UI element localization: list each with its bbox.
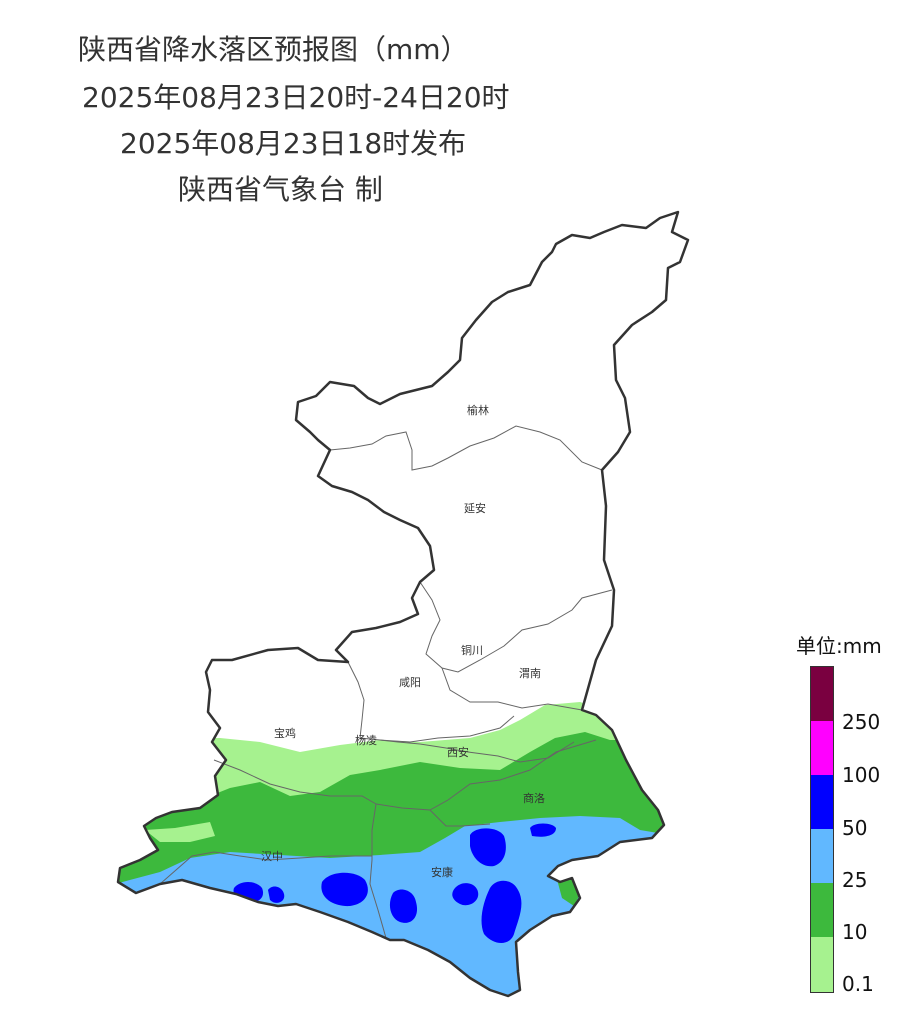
rain-cell-blue-1	[321, 872, 368, 907]
city-label-ankang: 安康	[431, 865, 453, 879]
legend-label-10: 10	[842, 920, 868, 944]
producer: 陕西省气象台 制	[178, 173, 383, 206]
city-label-yangling: 杨凌	[355, 733, 377, 747]
city-label-hanzhong: 汉中	[261, 850, 283, 863]
prefecture-borders	[159, 425, 613, 939]
rain-cell-blue-8	[268, 886, 285, 903]
legend-swatch-50-100	[811, 775, 833, 829]
legend-swatch-0.1-10	[811, 937, 833, 992]
city-label-yulin: 榆林	[467, 403, 489, 417]
city-label-shangluo: 商洛	[523, 791, 545, 805]
legend-colorbar	[810, 666, 834, 993]
rain-patch-light-sw	[145, 822, 215, 842]
legend-label-250: 250	[842, 710, 881, 734]
legend-label-0.1: 0.1	[842, 972, 874, 996]
legend-swatch-10-25	[811, 883, 833, 937]
map-title: 陕西省降水落区预报图（mm）	[78, 33, 469, 66]
issue-time: 2025年08月23日18时发布	[120, 127, 467, 160]
legend-label-100: 100	[842, 763, 881, 787]
province-border	[116, 210, 690, 998]
legend-swatch-25-50	[811, 829, 833, 883]
city-label-weinan: 渭南	[519, 667, 541, 680]
rain-cell-blue-3	[452, 883, 479, 906]
city-label-baoji: 宝鸡	[274, 726, 296, 740]
rain-cell-blue-6	[530, 823, 556, 837]
rain-cell-blue-5	[470, 828, 506, 867]
city-label-xian: 西安	[447, 745, 469, 759]
valid-period: 2025年08月23日20时-24日20时	[82, 81, 510, 114]
legend-label-50: 50	[842, 816, 868, 840]
legend-title: 单位:mm	[796, 634, 882, 658]
legend-swatch-above-250	[811, 667, 833, 721]
legend-label-25: 25	[842, 868, 868, 892]
city-label-tongchuan: 铜川	[461, 643, 483, 657]
city-label-yanan: 延安	[464, 501, 486, 515]
rain-cell-blue-4	[481, 880, 522, 943]
rain-cell-blue-2	[389, 889, 418, 923]
legend: 单位:mm 250 100 50 25 10 0.1	[796, 630, 896, 1010]
legend-swatch-100-250	[811, 721, 833, 775]
city-label-xianyang: 咸阳	[399, 676, 421, 689]
